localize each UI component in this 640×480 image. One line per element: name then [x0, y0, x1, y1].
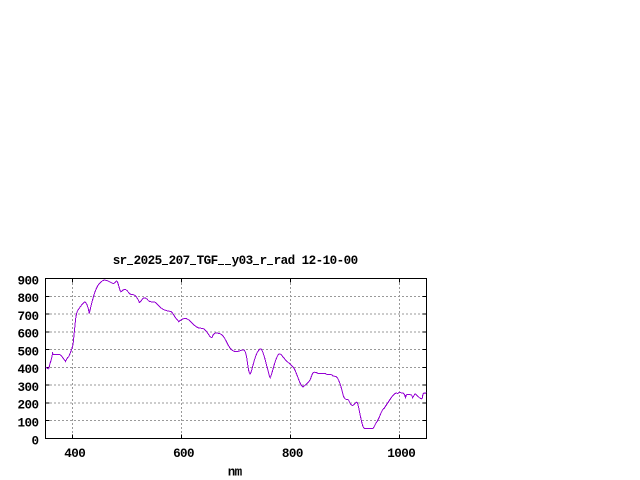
svg-text:400: 400 — [18, 363, 39, 377]
svg-text:nm: nm — [228, 466, 243, 480]
svg-text:600: 600 — [173, 447, 194, 461]
svg-text:800: 800 — [18, 292, 39, 306]
svg-text:600: 600 — [18, 328, 39, 342]
svg-text:700: 700 — [18, 310, 39, 324]
svg-text:400: 400 — [64, 447, 85, 461]
svg-text:500: 500 — [18, 345, 39, 359]
svg-text:900: 900 — [18, 274, 39, 288]
svg-text:1000: 1000 — [387, 447, 415, 461]
svg-text:sr 2025 207 TGF y03 r rad 12-: sr 2025 207 TGF y03 r rad 12-10-00 — [113, 254, 358, 268]
svg-text:800: 800 — [282, 447, 303, 461]
svg-text:200: 200 — [18, 399, 39, 413]
svg-text:100: 100 — [18, 417, 39, 431]
svg-text:0: 0 — [32, 434, 39, 448]
svg-text:300: 300 — [18, 381, 39, 395]
